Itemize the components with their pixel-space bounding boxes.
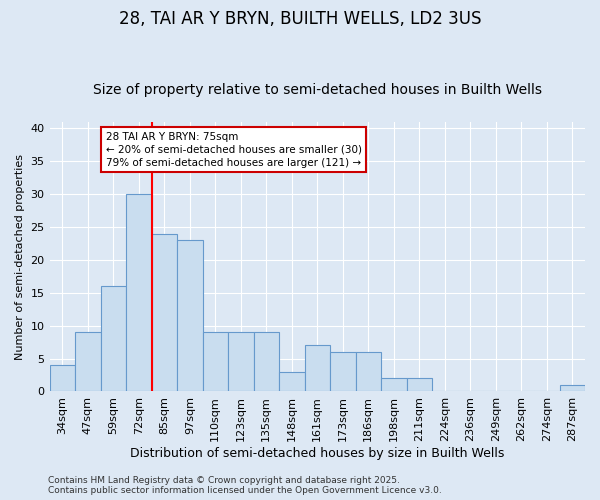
- Bar: [177, 240, 203, 392]
- Y-axis label: Number of semi-detached properties: Number of semi-detached properties: [15, 154, 25, 360]
- Bar: [407, 378, 432, 392]
- Bar: [381, 378, 407, 392]
- Bar: [126, 194, 152, 392]
- X-axis label: Distribution of semi-detached houses by size in Builth Wells: Distribution of semi-detached houses by …: [130, 447, 505, 460]
- Bar: [330, 352, 356, 392]
- Bar: [75, 332, 101, 392]
- Bar: [279, 372, 305, 392]
- Bar: [254, 332, 279, 392]
- Text: 28, TAI AR Y BRYN, BUILTH WELLS, LD2 3US: 28, TAI AR Y BRYN, BUILTH WELLS, LD2 3US: [119, 10, 481, 28]
- Bar: [203, 332, 228, 392]
- Text: Contains HM Land Registry data © Crown copyright and database right 2025.
Contai: Contains HM Land Registry data © Crown c…: [48, 476, 442, 495]
- Title: Size of property relative to semi-detached houses in Builth Wells: Size of property relative to semi-detach…: [93, 83, 542, 97]
- Bar: [228, 332, 254, 392]
- Bar: [356, 352, 381, 392]
- Bar: [560, 385, 585, 392]
- Bar: [101, 286, 126, 392]
- Bar: [305, 346, 330, 392]
- Text: 28 TAI AR Y BRYN: 75sqm
← 20% of semi-detached houses are smaller (30)
79% of se: 28 TAI AR Y BRYN: 75sqm ← 20% of semi-de…: [106, 132, 362, 168]
- Bar: [50, 365, 75, 392]
- Bar: [152, 234, 177, 392]
